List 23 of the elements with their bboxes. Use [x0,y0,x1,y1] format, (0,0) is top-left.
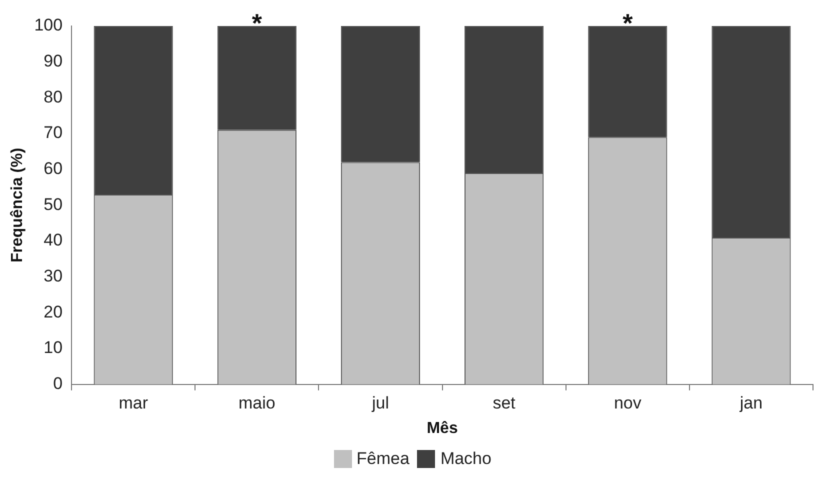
x-tick-label: jul [370,393,390,412]
annotation: * [252,8,263,38]
y-tick-label: 30 [44,266,63,286]
x-tick-label: nov [614,393,642,412]
y-tick-label: 70 [44,123,63,142]
y-tick-label: 40 [44,230,63,250]
y-tick-label: 100 [34,16,63,35]
y-axis-title: Frequência (%) [9,148,26,263]
x-tick-label: jan [738,393,763,412]
x-tick-label: maio [238,393,276,412]
y-tick-label: 80 [44,87,63,106]
y-tick-label: 50 [44,194,63,214]
y-tick-label: 10 [44,338,63,358]
legend-label: Fêmea [356,449,410,469]
legend-label: Macho [440,449,492,469]
y-tick-label: 60 [44,159,63,178]
y-tick-label: 20 [44,302,63,322]
y-tick-label: 0 [53,374,63,394]
x-tick-label: mar [118,393,148,412]
annotation: * [622,8,634,38]
y-tick-label: 90 [44,52,63,71]
x-axis-title: Mês [426,420,458,437]
x-tick-label: set [492,393,516,412]
